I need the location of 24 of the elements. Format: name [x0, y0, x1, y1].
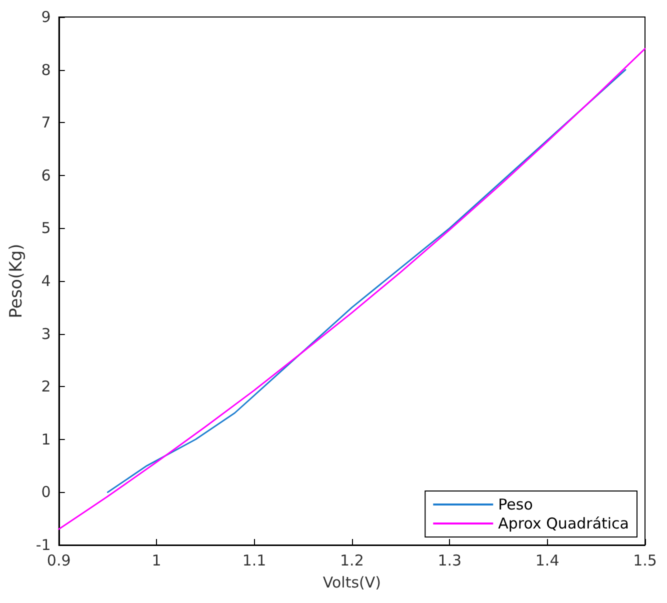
y-axis-title: Peso(Kg) [6, 244, 26, 318]
x-tick-label: 1 [152, 552, 162, 570]
y-tick-label: 6 [41, 166, 51, 184]
y-tick-label: 9 [41, 8, 51, 26]
x-tick-label: 1.1 [242, 552, 266, 570]
y-tick-label: 8 [41, 60, 51, 79]
legend-label: Peso [498, 496, 533, 514]
legend-label: Aprox Quadrática [498, 514, 630, 532]
x-tick-label: 0.9 [46, 552, 71, 570]
x-tick-label: 1.4 [535, 552, 560, 570]
x-tick-label: 1.3 [438, 552, 462, 570]
x-tick-label: 1.5 [633, 552, 657, 570]
line-series [106, 69, 626, 493]
y-tick-label: 7 [41, 114, 51, 132]
y-tick-label: 5 [41, 219, 51, 238]
line-series [58, 48, 646, 530]
y-tick-label: 4 [41, 272, 51, 290]
y-tick-label: 3 [41, 324, 51, 343]
y-tick-label: -1 [36, 536, 51, 554]
x-axis-title: Volts(V) [322, 574, 381, 592]
y-tick-label: 2 [41, 378, 51, 396]
y-tick-label: 0 [41, 483, 51, 502]
x-tick-label: 1.2 [340, 552, 364, 570]
y-tick-label: 1 [41, 430, 51, 448]
